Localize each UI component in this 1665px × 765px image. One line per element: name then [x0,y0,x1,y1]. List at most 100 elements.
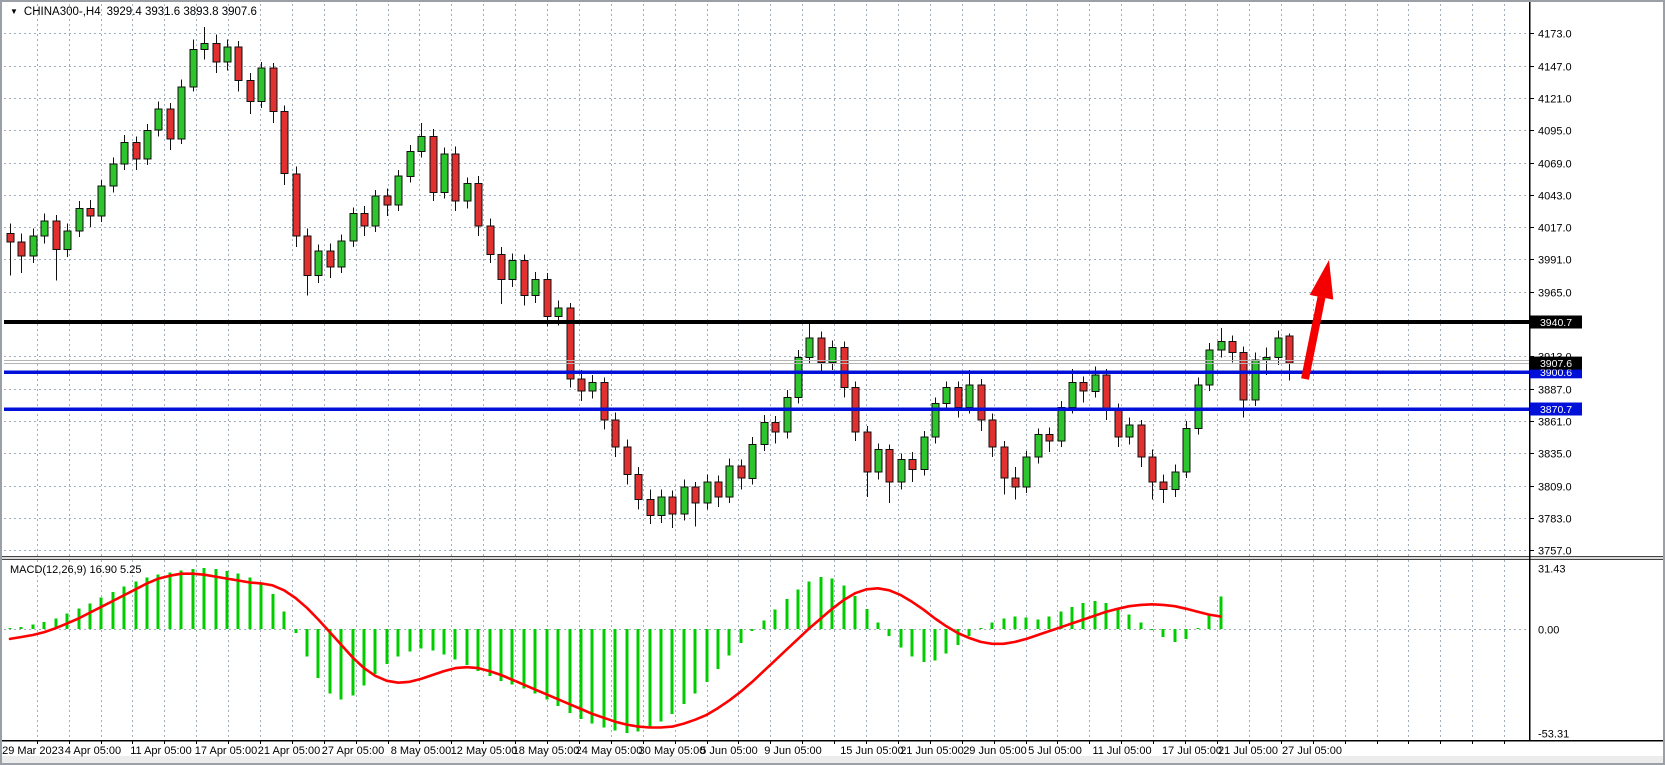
time-axis-labels: 29 Mar 20234 Apr 05:00 11 Apr 05:0017 Apr… [2,745,1342,757]
time-tick-label: 29 Mar 2023 [2,745,64,757]
macd-bar [1196,628,1200,630]
price-tick-label: 4173.0 [1538,29,1572,41]
macd-bar [967,629,971,636]
macd-bar [65,613,69,630]
macd-tick-label: 31.43 [1538,564,1566,576]
candle-body [931,403,940,438]
candle-body [771,421,780,433]
macd-bar [111,591,115,630]
candle-body [1251,359,1260,401]
macd-bar [145,577,149,630]
macd-bar [819,577,823,630]
macd-bar [476,629,480,672]
candle-body [885,449,894,483]
axis-frame [2,2,1663,742]
price-axis[interactable] [1529,2,1663,740]
ohlc-values: 3929.4 3931.6 3893.8 3907.6 [106,6,257,18]
macd-axis: 31.43 0.00 -53.31 [4,564,1569,741]
symbol-dropdown-icon[interactable]: ▼ [10,7,18,16]
macd-bar [602,629,606,728]
candle-body [86,208,95,217]
time-axis[interactable] [2,740,1663,763]
macd-bar [1219,596,1223,630]
price-label-boxes: 3940.7 3900.6 3870.7 3907.6 [1530,315,1582,416]
price-tick-label: 4043.0 [1538,191,1572,203]
macd-bar [294,629,298,634]
macd-bar [1002,618,1006,630]
time-tick-label: 17 Jul 05:00 [1162,745,1222,757]
price-tick-label: 3861.0 [1538,417,1572,429]
price-tick-label: 3835.0 [1538,449,1572,461]
macd-bar [1070,606,1074,630]
macd-bar [8,628,12,630]
macd-bar [214,569,218,630]
candle-body [737,465,746,479]
candle-body [1148,456,1157,483]
candle-body [166,108,175,140]
macd-bar [648,629,652,728]
macd-bar [1047,616,1051,630]
time-tick-label: 21 Jun 05:00 [900,745,964,757]
time-tick-label: 9 Jun 05:00 [764,745,822,757]
macd-indicator-label: MACD(12,26,9) 16.90 5.25 [10,564,142,576]
macd-bar [876,622,880,630]
trend-arrow-annotation[interactable] [1301,260,1334,380]
time-tick-label: 17 Apr 05:00 [195,745,257,757]
macd-bar [385,629,389,665]
pane-divider[interactable] [2,556,1663,560]
candle-body [954,387,963,408]
time-tick-label: 5 Jun 05:00 [700,745,758,757]
candle-body [1057,406,1066,442]
macd-bar [533,629,537,694]
candle-body [1137,424,1146,458]
macd-bar [499,629,503,681]
svg-text:3907.6: 3907.6 [1540,358,1572,370]
candle-body [200,42,209,50]
time-tick-label: 18 May 05:00 [513,745,580,757]
macd-bar [944,629,948,654]
macd-bar [179,570,183,630]
symbol-title[interactable]: ▼ CHINA300-,H4 3929.4 3931.6 3893.8 3907… [10,6,257,18]
macd-bar [488,629,492,676]
macd-bar [282,611,286,630]
horizontal-line-objects[interactable] [4,320,1529,411]
price-tick-label: 3757.0 [1538,546,1572,558]
macd-bar [522,629,526,689]
price-tick-label: 4095.0 [1538,126,1572,138]
macd-bar [1059,611,1063,630]
candle-body [600,382,609,421]
candle-body [1228,341,1237,354]
macd-bar [590,629,594,724]
price-tick-label: 3887.0 [1538,385,1572,397]
macd-bar [1081,602,1085,630]
macd-bar [1116,607,1120,630]
macd-bar [99,597,103,630]
macd-bar [236,573,240,630]
candle-body [1000,446,1009,479]
price-tick-label: 4069.0 [1538,159,1572,171]
candle-body [760,421,769,446]
candle-body [371,195,380,227]
macd-bar [259,582,263,630]
macd-bar [31,624,35,630]
macd-bar [156,574,160,630]
candle-body [97,185,106,217]
macd-bar [168,572,172,630]
macd-bar [705,629,709,682]
macd-bar [922,629,926,662]
candle-body [988,419,997,448]
candle-body [143,129,152,160]
price-tick-label: 3991.0 [1538,255,1572,267]
svg-text:3940.7: 3940.7 [1540,317,1572,329]
macd-bar [807,581,811,630]
time-tick-label: 21 Jul 05:00 [1218,745,1278,757]
candle-body [349,213,358,242]
candle-body [828,347,837,364]
time-tick-label: 4 Apr 05:00 [65,745,121,757]
candle-body [109,163,118,187]
candle-body [189,49,198,88]
macd-bar [796,589,800,630]
candle-body [725,465,734,498]
